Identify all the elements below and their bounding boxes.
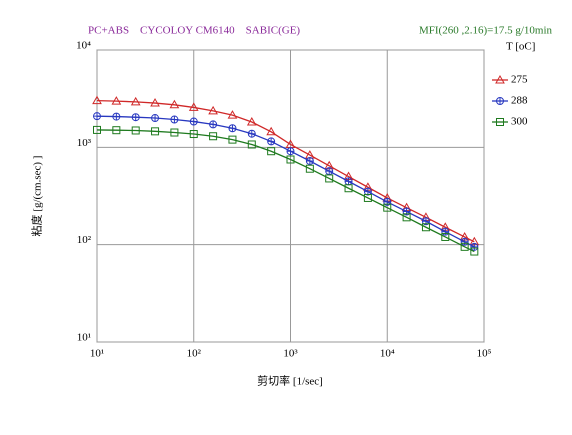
data-point — [421, 223, 430, 232]
series-line — [96, 99, 475, 243]
x-tick-label: 10³ — [283, 348, 298, 360]
data-point — [170, 128, 179, 137]
x-tick-label: 10¹ — [90, 348, 104, 360]
data-point — [209, 132, 218, 141]
data-point — [112, 112, 121, 121]
data-point — [92, 95, 102, 105]
legend-marker — [496, 97, 505, 105]
data-point — [246, 117, 257, 126]
data-point — [460, 237, 469, 246]
legend-label: 288 — [511, 95, 528, 107]
legend-label: 275 — [511, 74, 528, 86]
data-point — [305, 164, 314, 173]
data-point — [267, 137, 276, 146]
y-tick-label: 10² — [77, 234, 92, 246]
data-point — [228, 135, 237, 144]
data-point — [228, 124, 237, 133]
data-point — [267, 147, 276, 156]
data-point — [344, 184, 353, 193]
x-tick-label: 10² — [187, 348, 202, 360]
x-tick-label: 10⁵ — [477, 348, 492, 360]
data-point — [111, 96, 122, 105]
legend-marker — [495, 74, 505, 84]
data-point — [305, 156, 314, 165]
data-point — [188, 102, 199, 111]
legend-title: T [oC] — [506, 41, 535, 53]
data-point — [189, 117, 198, 126]
data-point — [325, 174, 334, 183]
data-point — [363, 193, 372, 202]
y-tick-label: 10¹ — [77, 332, 91, 344]
series-line — [96, 129, 475, 253]
data-point — [470, 247, 479, 256]
x-tick-label: 10⁴ — [380, 348, 395, 360]
data-point — [208, 105, 218, 115]
data-point — [169, 99, 180, 109]
data-point — [151, 114, 160, 123]
data-point — [131, 126, 140, 135]
data-point — [227, 110, 238, 119]
data-point — [130, 96, 141, 106]
data-point — [441, 227, 450, 236]
data-point — [247, 129, 256, 138]
legend-marker — [496, 118, 504, 126]
data-point — [266, 126, 277, 136]
data-point — [112, 126, 121, 135]
data-point — [286, 155, 295, 164]
data-point — [460, 242, 469, 251]
data-point — [247, 140, 256, 149]
data-point — [150, 98, 160, 107]
y-tick-label: 10⁴ — [76, 40, 91, 52]
data-point — [189, 130, 198, 139]
data-point — [402, 213, 411, 222]
data-point — [93, 125, 101, 134]
y-tick-label: 10³ — [77, 137, 92, 149]
data-point — [383, 203, 392, 212]
data-point — [470, 242, 479, 251]
y-axis-label: 粘度 [g/(cm.sec) ] — [30, 156, 44, 237]
chart-title: PC+ABS CYCOLOY CM6140 SABIC(GE) — [88, 25, 300, 37]
data-point — [170, 115, 179, 124]
x-axis-label: 剪切率 [1/sec] — [257, 374, 323, 388]
data-point — [131, 113, 140, 122]
data-point — [209, 120, 218, 129]
data-point — [93, 112, 102, 121]
data-point — [286, 147, 295, 156]
legend-label: 300 — [511, 116, 528, 128]
data-point — [441, 232, 450, 241]
chart-subtitle: MFI(260 ,2.16)=17.5 g/10min — [419, 25, 553, 37]
data-point — [344, 177, 353, 186]
data-point — [151, 127, 160, 136]
data-point — [325, 167, 334, 176]
